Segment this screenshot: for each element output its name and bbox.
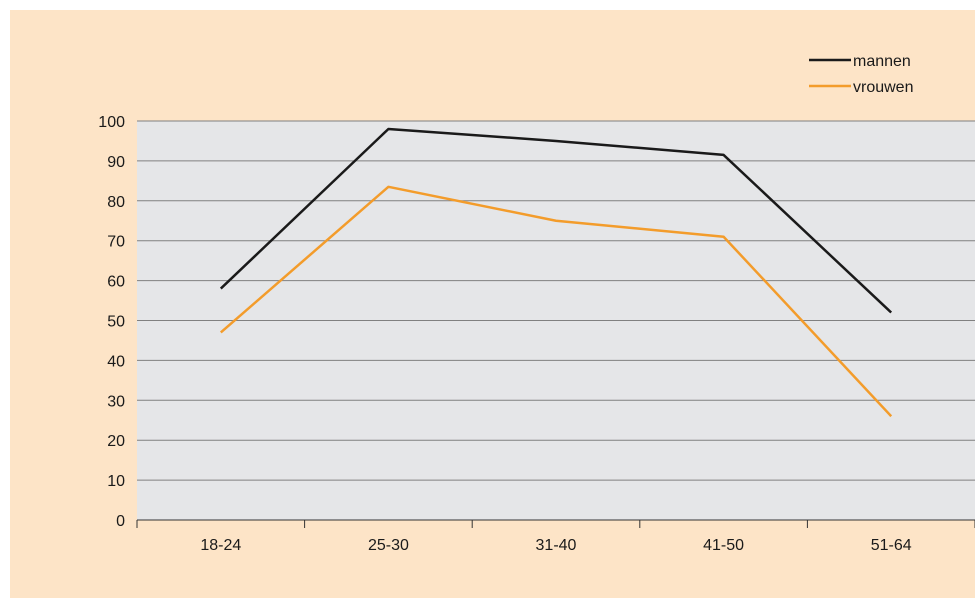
legend: mannen vrouwen [809, 53, 913, 96]
x-tick-label: 41-50 [703, 537, 744, 554]
x-tick-label: 31-40 [536, 537, 577, 554]
y-tick-label: 20 [107, 433, 125, 450]
y-tick-label: 70 [107, 234, 125, 251]
y-tick-label: 100 [98, 114, 125, 131]
y-tick-label: 30 [107, 393, 125, 410]
y-axis: 0 10 20 30 40 50 60 70 80 90 100 [98, 114, 125, 530]
y-tick-label: 80 [107, 194, 125, 211]
x-tick-label: 18-24 [200, 537, 241, 554]
x-axis: 18-24 25-30 31-40 41-50 51-64 [136, 519, 975, 554]
legend-label: vrouwen [853, 79, 913, 96]
y-tick-label: 40 [107, 353, 125, 370]
y-tick-label: 90 [107, 154, 125, 171]
y-tick-label: 60 [107, 274, 125, 291]
y-tick-label: 0 [116, 513, 125, 530]
y-tick-label: 10 [107, 473, 125, 490]
x-tick-label: 25-30 [368, 537, 409, 554]
series-line-vrouwen [219, 185, 893, 418]
series-lines [219, 127, 893, 418]
legend-label: mannen [853, 53, 911, 70]
series-line-mannen [219, 127, 893, 314]
y-tick-label: 50 [107, 314, 125, 331]
gridlines [137, 120, 975, 481]
x-tick-label: 51-64 [871, 537, 912, 554]
